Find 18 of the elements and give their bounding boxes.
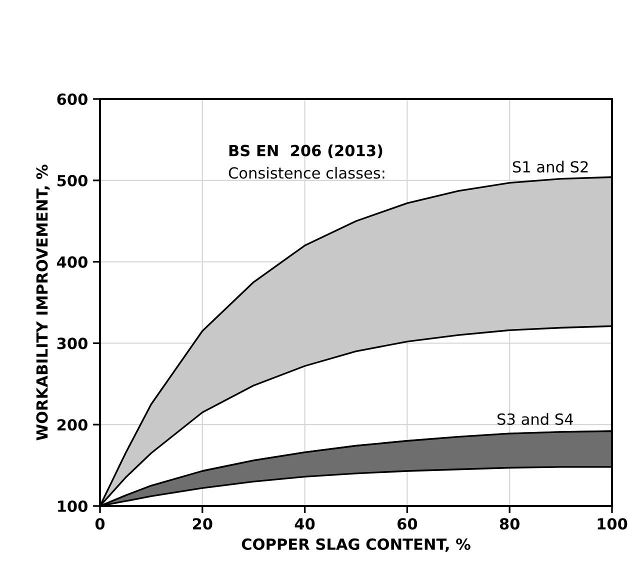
annotation: S1 and S2 bbox=[512, 160, 588, 173]
annotation: BS EN 206 (2013) bbox=[229, 144, 382, 158]
y-tick-label: 200 bbox=[58, 419, 88, 431]
x-tick-label: 0 bbox=[95, 518, 105, 530]
y-tick-label: 600 bbox=[57, 93, 88, 106]
y-axis-title: WORKABILITY IMPROVEMENT, % bbox=[36, 164, 50, 440]
x-axis-title: COPPER SLAG CONTENT, % bbox=[242, 538, 470, 552]
x-tick-label: 20 bbox=[192, 518, 212, 530]
annotation: Consistence classes: bbox=[228, 166, 384, 179]
x-tick-label: 80 bbox=[500, 518, 520, 530]
y-tick-label: 300 bbox=[57, 338, 88, 350]
y-tick-label: 400 bbox=[56, 256, 88, 268]
x-tick-label: 60 bbox=[398, 518, 418, 530]
x-tick-label: 40 bbox=[294, 518, 315, 530]
x-tick-label: 100 bbox=[598, 518, 628, 530]
y-tick-label: 100 bbox=[58, 500, 88, 512]
y-tick-label: 500 bbox=[57, 174, 88, 186]
annotation: S3 and S4 bbox=[498, 413, 573, 425]
